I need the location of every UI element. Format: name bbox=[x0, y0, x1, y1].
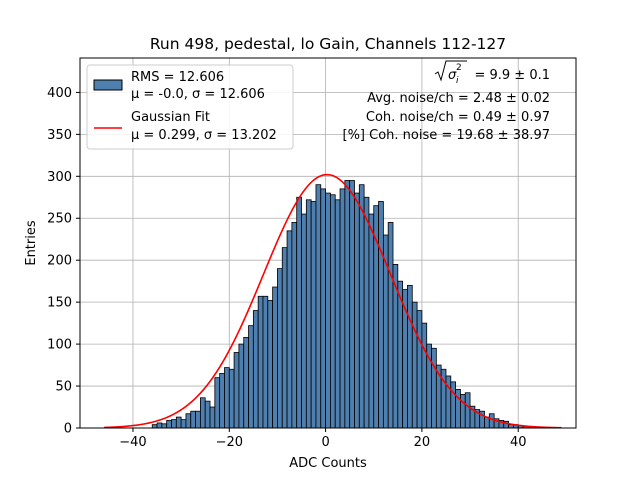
legend-fit-label-line1: Gaussian Fit bbox=[131, 110, 210, 125]
legend-frame bbox=[86, 64, 294, 150]
histogram-bar bbox=[214, 377, 221, 429]
y-axis-label: Entries bbox=[24, 220, 39, 266]
histogram-bar bbox=[310, 201, 317, 429]
y-tick-label: 200 bbox=[47, 254, 72, 269]
gaussian-fit-line bbox=[104, 173, 562, 429]
histogram-bar bbox=[334, 199, 341, 429]
y-tick-label: 350 bbox=[47, 128, 72, 143]
histogram-bar bbox=[281, 247, 288, 429]
histogram-bar bbox=[349, 180, 355, 429]
histogram-bar bbox=[195, 410, 201, 429]
legend-fit-label-line2: μ = 0.299, σ = 13.202 bbox=[131, 128, 277, 143]
histogram-bar bbox=[354, 192, 360, 429]
histogram-bar bbox=[248, 325, 254, 429]
histogram-bar bbox=[257, 295, 264, 429]
histogram-bar bbox=[407, 284, 413, 429]
histogram-bar bbox=[219, 373, 225, 429]
x-axis-label: ADC Counts bbox=[289, 456, 367, 471]
histogram-bar bbox=[344, 180, 351, 429]
histogram-bar bbox=[320, 188, 326, 429]
histogram-bar bbox=[180, 419, 187, 429]
histogram-bar bbox=[460, 394, 466, 429]
histogram-bar bbox=[325, 192, 331, 429]
y-axis-ticks: 0 50 100 150 200 250 300 350 400 bbox=[47, 86, 80, 437]
gaussian-fit-curve bbox=[104, 173, 562, 429]
histogram-bar bbox=[339, 188, 346, 429]
histogram-bar bbox=[378, 201, 384, 429]
histogram-bar bbox=[171, 419, 177, 429]
histogram-bar bbox=[267, 300, 274, 429]
histogram-bar bbox=[224, 367, 230, 429]
histogram-bar bbox=[488, 413, 495, 429]
y-tick-label: 100 bbox=[47, 338, 72, 353]
x-tick-label: 40 bbox=[510, 435, 527, 450]
histogram-bar bbox=[238, 343, 245, 429]
histogram-bar bbox=[301, 213, 307, 429]
histogram-bar bbox=[175, 416, 182, 429]
histogram-bar bbox=[185, 413, 192, 429]
histogram-bar bbox=[421, 322, 428, 429]
histogram-bar bbox=[166, 420, 172, 429]
histogram-bar bbox=[363, 196, 370, 429]
histogram-bar bbox=[262, 295, 269, 429]
histogram-bar bbox=[431, 347, 437, 429]
histogram-bar bbox=[286, 230, 293, 429]
histogram-bar bbox=[151, 424, 158, 429]
histogram-bar bbox=[272, 286, 278, 429]
x-tick-label: −40 bbox=[119, 435, 146, 450]
histogram-bar bbox=[416, 310, 423, 429]
histogram-bar bbox=[330, 194, 336, 429]
y-tick-label: 0 bbox=[64, 422, 72, 437]
svg-text:σ: σ bbox=[448, 68, 457, 83]
histogram-bar bbox=[358, 184, 365, 429]
x-tick-label: −20 bbox=[216, 435, 243, 450]
legend: RMS = 12.606 μ = -0.0, σ = 12.606 Gaussi… bbox=[86, 64, 294, 150]
x-axis-ticks: −40 −20 0 20 40 bbox=[119, 428, 526, 450]
y-tick-label: 300 bbox=[47, 170, 72, 185]
y-tick-label: 250 bbox=[47, 212, 72, 227]
histogram-bar bbox=[243, 336, 249, 429]
x-tick-label: 20 bbox=[414, 435, 431, 450]
legend-histogram-label-line1: RMS = 12.606 bbox=[131, 70, 224, 85]
legend-histogram-label-line2: μ = -0.0, σ = 12.606 bbox=[131, 87, 265, 102]
histogram-bar bbox=[291, 222, 298, 429]
histogram-bar bbox=[161, 423, 168, 429]
histogram-bar bbox=[387, 222, 394, 429]
coh-noise-percent-text: [%] Coh. noise = 19.68 ± 38.97 bbox=[343, 128, 551, 143]
avg-noise-text: Avg. noise/ch = 2.48 ± 0.02 bbox=[367, 91, 550, 106]
axes-frame bbox=[79, 57, 577, 429]
histogram-bar bbox=[450, 381, 457, 429]
histogram-bar bbox=[209, 406, 216, 429]
y-tick-label: 150 bbox=[47, 296, 72, 311]
x-tick-label: 0 bbox=[321, 435, 329, 450]
svg-text:i: i bbox=[456, 76, 459, 86]
histogram-bar bbox=[156, 422, 163, 429]
histogram-bar bbox=[204, 400, 211, 429]
histogram-bar bbox=[315, 184, 322, 429]
histogram-bar bbox=[277, 268, 283, 429]
noise-annotations: σ 2 i = 9.9 ± 0.1 Avg. noise/ch = 2.48 ±… bbox=[343, 60, 551, 143]
histogram-bar bbox=[368, 213, 375, 429]
sigma-sqrt-symbol: σ 2 i bbox=[434, 60, 467, 86]
histogram-bar bbox=[199, 397, 206, 429]
svg-text:2: 2 bbox=[456, 63, 462, 73]
y-tick-label: 400 bbox=[47, 86, 72, 101]
histogram-bars bbox=[151, 180, 538, 429]
coh-noise-text: Coh. noise/ch = 0.49 ± 0.97 bbox=[366, 110, 550, 125]
histogram-bar bbox=[464, 392, 471, 429]
histogram-bar bbox=[233, 352, 240, 429]
histogram-bar bbox=[305, 199, 312, 429]
histogram-bar bbox=[190, 410, 196, 429]
legend-histogram-patch bbox=[93, 79, 123, 91]
histogram-bar bbox=[228, 368, 235, 429]
sigma-total-value: = 9.9 ± 0.1 bbox=[474, 68, 550, 83]
histogram-bar bbox=[252, 310, 259, 429]
y-tick-label: 50 bbox=[55, 380, 72, 395]
histogram-bar bbox=[296, 196, 302, 429]
histogram-bar bbox=[411, 301, 418, 429]
chart-title: Run 498, pedestal, lo Gain, Channels 112… bbox=[150, 35, 506, 53]
